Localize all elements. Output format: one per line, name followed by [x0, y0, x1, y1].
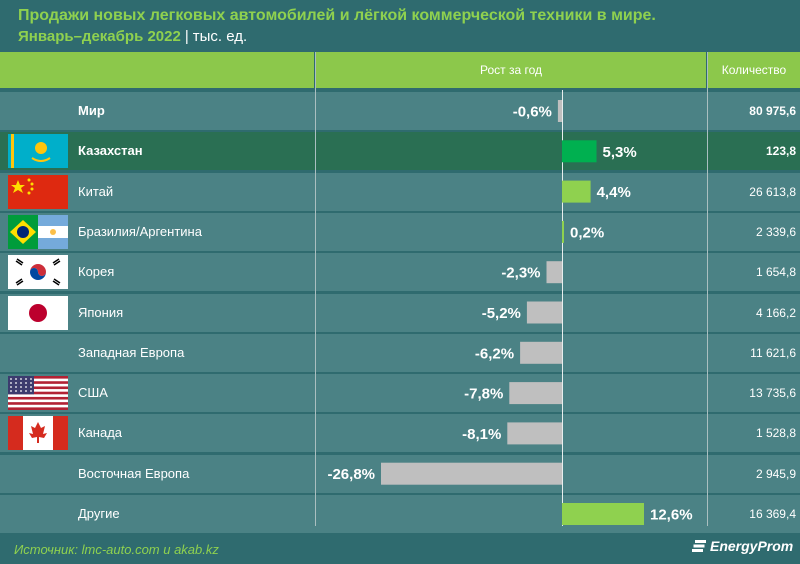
growth-data-label: 0,2%	[570, 224, 604, 241]
quantity-value: 16 369,4	[749, 507, 796, 521]
growth-bar	[381, 462, 562, 485]
quantity-value: 1 654,8	[755, 265, 796, 280]
table-row: Япония 4 166,2	[0, 293, 800, 332]
row-label: Канада	[78, 425, 123, 441]
brazil-argentina-flag-icon	[8, 214, 68, 249]
row-label: Мир	[78, 103, 105, 118]
quantity-value: 2 945,9	[755, 466, 796, 481]
chart-subtitle: Январь–декабрь 2022 | тыс. ед.	[18, 27, 247, 47]
quantity-value: 80 975,6	[749, 104, 796, 118]
column-divider-right	[707, 52, 708, 526]
growth-data-label: -0,6%	[513, 104, 552, 121]
chart-title: Продажи новых легковых автомобилей и лёг…	[18, 7, 656, 24]
growth-bar	[526, 301, 562, 324]
table-row: Мир 80 975,6	[0, 92, 800, 130]
japan-flag-icon	[8, 295, 68, 330]
growth-column-header: Рост за год	[316, 52, 706, 88]
canada-flag-icon	[8, 416, 68, 451]
table-row: Корея 1 654,8	[0, 253, 800, 292]
table-row: Китай 26 613,8	[0, 172, 800, 211]
row-label: Восточная Европа	[78, 465, 190, 481]
period-label: Январь–декабрь 2022	[18, 28, 181, 45]
growth-bar	[520, 341, 562, 364]
china-flag-icon	[8, 174, 68, 209]
row-label: Корея	[78, 264, 115, 280]
row-label: Западная Европа	[78, 344, 185, 360]
quantity-value: 1 528,8	[755, 426, 796, 441]
row-label: Бразилия/Аргентина	[78, 223, 202, 239]
subtitle-separator: |	[184, 28, 189, 45]
column-divider-left	[315, 52, 316, 526]
zero-axis-line	[562, 90, 563, 526]
quantity-column-header: Количество	[708, 52, 800, 88]
quantity-value: 123,8	[765, 144, 796, 159]
chart-header: Продажи новых легковых автомобилей и лёг…	[0, 0, 800, 52]
usa-flag-icon	[8, 376, 68, 411]
logo-text: EnergyProm	[710, 538, 794, 554]
logo-mark-icon	[692, 540, 706, 552]
growth-data-label: -8,1%	[462, 426, 501, 443]
row-label: Китай	[78, 183, 114, 199]
growth-bar	[546, 261, 562, 284]
table-row: Казахстан 123,8	[0, 132, 800, 171]
growth-data-label: -6,2%	[475, 345, 514, 362]
growth-data-label: -7,8%	[464, 386, 503, 403]
growth-bar	[562, 140, 597, 163]
quantity-value: 11 621,6	[750, 345, 796, 360]
quantity-value: 13 735,6	[749, 386, 796, 401]
table-row: США 13 735,6	[0, 374, 800, 413]
growth-bar	[557, 100, 562, 122]
energyprom-logo: EnergyProm	[692, 538, 793, 554]
table-row: Канада 1 528,8	[0, 414, 800, 453]
row-label: Япония	[78, 304, 124, 320]
growth-bar	[562, 503, 644, 525]
table-row: Западная Европа 11 621,6	[0, 333, 800, 372]
growth-data-label: -26,8%	[327, 466, 375, 483]
quantity-value: 4 166,2	[755, 305, 796, 320]
kazakhstan-flag-icon	[8, 134, 68, 169]
growth-data-label: 5,3%	[603, 144, 637, 161]
table-row: Бразилия/Аргентина 2 339,6	[0, 212, 800, 251]
growth-bar-chart: -0,6% 5,3% 4,4% 0,2% -2,3% -5,2% -6,2% -7,8% -8,…	[327, 100, 693, 525]
growth-bar	[562, 180, 591, 203]
growth-data-label: 12,6%	[650, 507, 693, 524]
row-label: Другие	[78, 506, 120, 521]
units-label: тыс. ед.	[192, 28, 248, 45]
row-label: Казахстан	[78, 143, 143, 159]
name-column-header	[0, 52, 314, 88]
growth-bar	[507, 422, 562, 445]
korea-flag-icon	[8, 255, 68, 290]
row-label: США	[78, 385, 108, 401]
table-row: Другие 16 369,4	[0, 495, 800, 533]
growth-bar	[562, 220, 564, 243]
quantity-value: 2 339,6	[755, 224, 796, 239]
quantity-value: 26 613,8	[749, 184, 796, 199]
growth-data-label: -5,2%	[482, 305, 521, 322]
growth-data-label: 4,4%	[597, 184, 631, 201]
source-note: Источник: lmc-auto.com и akab.kz	[14, 542, 219, 557]
growth-bar	[509, 382, 562, 405]
growth-data-label: -2,3%	[501, 265, 540, 282]
